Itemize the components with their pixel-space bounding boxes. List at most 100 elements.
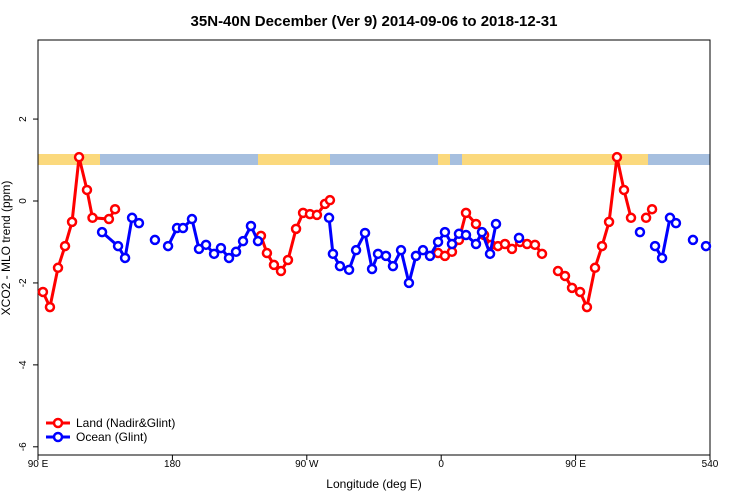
data-point [87, 212, 98, 224]
x-axis-label: Longitude (deg E) [326, 477, 421, 491]
data-point [424, 250, 436, 262]
data-point [215, 242, 227, 254]
data-point [646, 203, 658, 215]
data-point [103, 213, 115, 225]
land-ocean-band [38, 154, 710, 165]
legend-label: Land (Nadir&Glint) [76, 416, 175, 430]
data-point [611, 151, 623, 163]
x-tick-label: 90 E [565, 459, 586, 470]
data-point [109, 203, 121, 215]
data-point [476, 226, 488, 238]
data-point [395, 244, 407, 256]
data-point [268, 259, 280, 271]
data-point [186, 213, 198, 225]
data-point [261, 247, 273, 259]
data-point [460, 207, 472, 219]
data-point [126, 212, 138, 224]
data-point [311, 209, 323, 221]
data-point [470, 238, 482, 250]
data-point [119, 252, 131, 264]
legend-marker [52, 417, 64, 429]
data-point [343, 264, 355, 276]
data-point [44, 301, 56, 313]
data-point [237, 235, 249, 247]
data-point [670, 217, 682, 229]
x-tick-label: 90 W [295, 459, 319, 470]
data-point [223, 252, 235, 264]
data-point [625, 212, 637, 224]
data-point [177, 222, 189, 234]
x-tick-label: 180 [164, 459, 181, 470]
data-point [581, 301, 593, 313]
data-point [596, 240, 608, 252]
data-point [59, 240, 71, 252]
data-point [324, 194, 336, 206]
data-point [403, 277, 415, 289]
data-point [566, 282, 578, 294]
legend-label: Ocean (Glint) [76, 430, 147, 444]
data-point [687, 234, 699, 246]
data-point [529, 239, 541, 251]
data-point [574, 286, 586, 298]
data-point [323, 212, 335, 224]
data-point [640, 212, 652, 224]
data-point [380, 250, 392, 262]
data-point [506, 243, 518, 255]
data-point [484, 248, 496, 260]
x-tick-label: 540 [702, 459, 719, 470]
data-point [245, 220, 257, 232]
data-point [275, 265, 287, 277]
data-point [37, 286, 49, 298]
y-tick-label: 2 [18, 116, 29, 122]
data-point [618, 184, 630, 196]
data-point [81, 184, 93, 196]
data-point [334, 260, 346, 272]
data-point [52, 262, 64, 274]
data-point [603, 216, 615, 228]
x-tick-label: 0 [438, 459, 444, 470]
data-point [634, 226, 646, 238]
data-point [112, 240, 124, 252]
data-point [649, 240, 661, 252]
data-point [133, 217, 145, 229]
data-point [96, 226, 108, 238]
data-point [656, 252, 668, 264]
y-axis-label: XCO2 - MLO trend (ppm) [0, 181, 13, 316]
plot-frame [37, 39, 711, 456]
data-point [200, 239, 212, 251]
y-tick-label: 0 [18, 198, 29, 204]
data-point [589, 262, 601, 274]
series-line [41, 156, 117, 312]
data-point [290, 223, 302, 235]
data-point [513, 232, 525, 244]
y-tick-label: -6 [18, 442, 29, 451]
data-point [490, 218, 502, 230]
data-point [149, 234, 161, 246]
data-point [552, 265, 564, 277]
chart-title: 35N-40N December (Ver 9) 2014-09-06 to 2… [191, 13, 558, 30]
data-point [282, 254, 294, 266]
data-point [366, 263, 378, 275]
data-point [208, 248, 220, 260]
x-tick-label: 90 E [28, 459, 49, 470]
data-point [410, 250, 422, 262]
y-tick-label: -2 [18, 278, 29, 287]
data-point [536, 248, 548, 260]
data-point [162, 240, 174, 252]
data-point [446, 238, 458, 250]
data-point [439, 226, 451, 238]
data-point [499, 238, 511, 250]
data-point [359, 227, 371, 239]
data-point [252, 235, 264, 247]
data-point [417, 244, 429, 256]
data-point [387, 260, 399, 272]
legend-marker [52, 431, 64, 443]
data-point [327, 248, 339, 260]
data-point [230, 246, 242, 258]
data-point [432, 236, 444, 248]
data-point [350, 244, 362, 256]
data-point [700, 240, 712, 252]
data-point [73, 151, 85, 163]
y-tick-label: -4 [18, 360, 29, 369]
